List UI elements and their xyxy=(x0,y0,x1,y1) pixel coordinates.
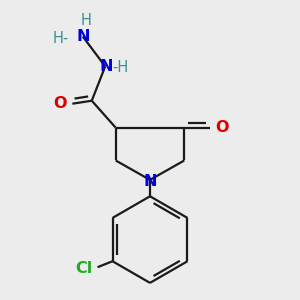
Text: O: O xyxy=(54,96,67,111)
Text: O: O xyxy=(215,120,228,135)
Text: N: N xyxy=(143,174,157,189)
Text: H-: H- xyxy=(52,31,68,46)
Text: N: N xyxy=(76,29,90,44)
Text: Cl: Cl xyxy=(76,261,93,276)
Text: N: N xyxy=(100,59,113,74)
Text: H: H xyxy=(80,13,91,28)
Text: -H: -H xyxy=(112,60,129,75)
